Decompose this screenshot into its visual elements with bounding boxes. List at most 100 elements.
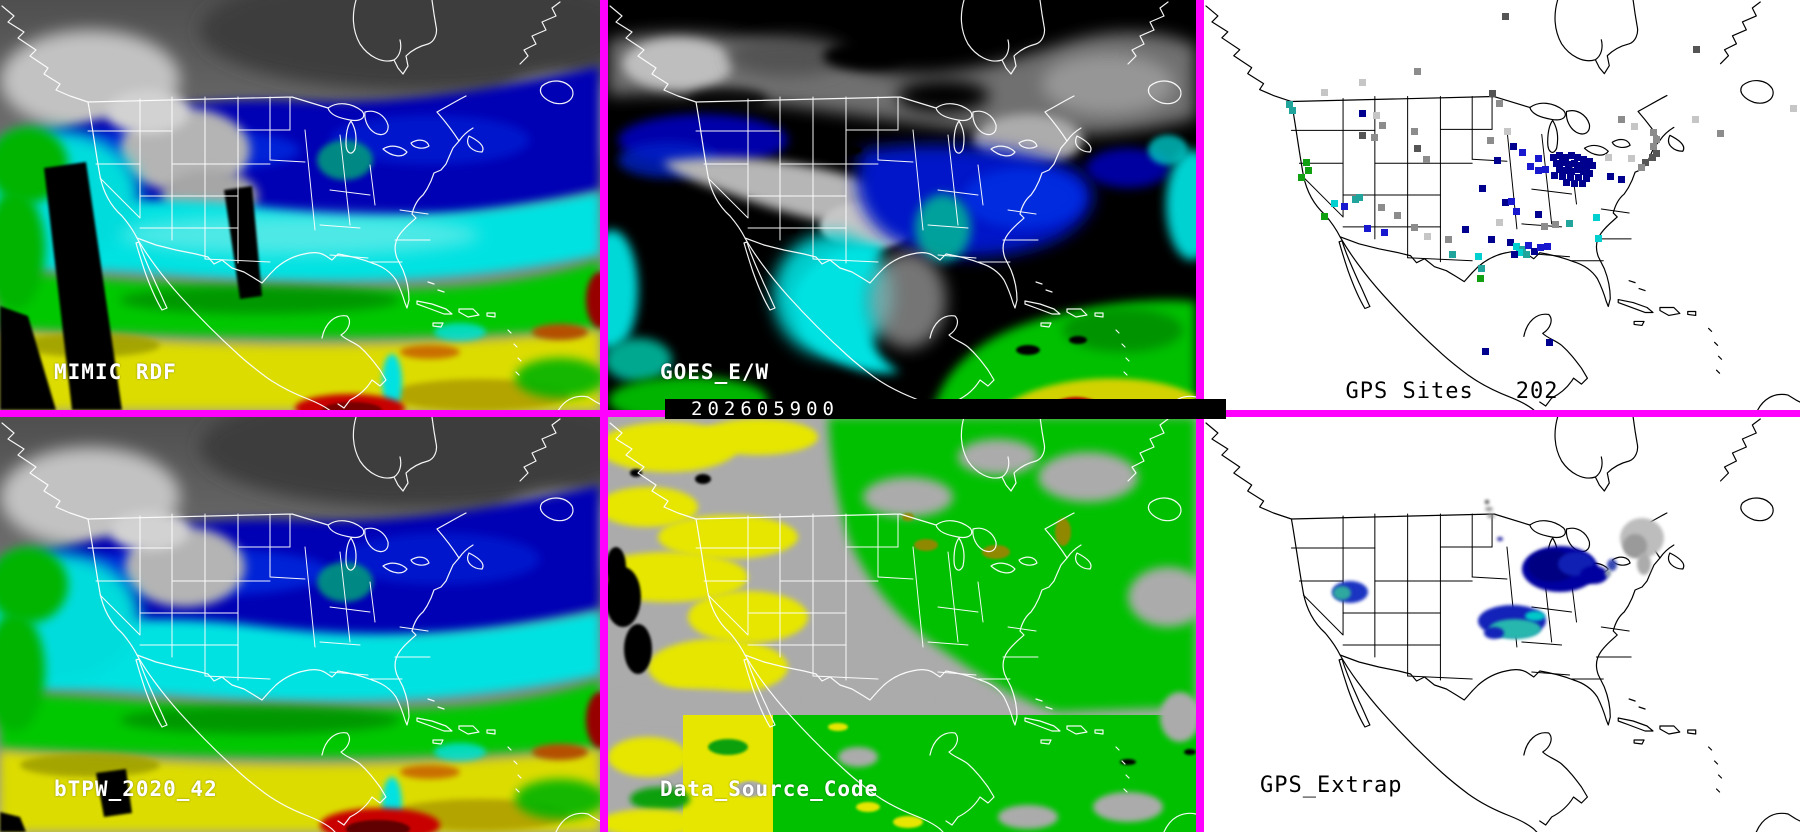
gps-extrap-blob — [1485, 507, 1493, 511]
gps-site-marker — [1605, 154, 1612, 161]
gps-site-marker — [1449, 251, 1456, 258]
gps-site-marker — [1568, 152, 1575, 159]
mimic-rdf-imagery — [0, 0, 600, 410]
gps-site-marker — [1502, 199, 1509, 206]
gps-site-marker — [1341, 203, 1348, 210]
gps-site-marker — [1575, 174, 1582, 181]
gps-sites-count: 202 — [1515, 379, 1559, 404]
gps-site-marker — [1567, 174, 1574, 181]
gps-extrap-blob — [1487, 514, 1495, 518]
gps-sites-label-text: GPS Sites — [1345, 379, 1474, 404]
gps-site-marker — [1571, 160, 1578, 167]
gps-site-marker — [1586, 170, 1593, 177]
gps-site-marker — [1508, 198, 1515, 205]
gps-site-marker — [1352, 196, 1359, 203]
gps-site-marker — [1321, 89, 1328, 96]
gps-site-marker — [1531, 248, 1538, 255]
gps-site-marker — [1394, 212, 1401, 219]
gps-site-marker — [1478, 265, 1485, 272]
gps-site-marker — [1653, 150, 1660, 157]
gps-site-marker — [1607, 173, 1614, 180]
gps-extrap-blobs — [1204, 417, 1800, 832]
gps-site-marker — [1356, 194, 1363, 201]
gps-site-marker — [1556, 152, 1563, 159]
gps-site-marker — [1642, 159, 1649, 166]
gps-site-marker — [1566, 220, 1573, 227]
gps-site-marker — [1790, 105, 1797, 112]
gps-site-marker — [1519, 149, 1526, 156]
btpw-label: bTPW_2020_42 — [54, 777, 218, 801]
panel-data-source-code: Data_Source_Code — [608, 417, 1196, 832]
btpw-imagery — [0, 417, 600, 832]
gps-site-marker — [1535, 155, 1542, 162]
gps-site-marker — [1559, 159, 1566, 166]
data-source-imagery — [608, 417, 1196, 832]
gps-site-marker — [1359, 79, 1366, 86]
timestamp-bar: 202605900 — [665, 398, 1226, 420]
gps-site-marker — [1371, 134, 1378, 141]
gps-site-marker — [1593, 214, 1600, 221]
gps-site-marker — [1414, 68, 1421, 75]
gps-site-marker — [1692, 116, 1699, 123]
gps-extrap-blob — [1485, 500, 1489, 504]
gps-site-marker — [1496, 219, 1503, 226]
gps-site-marker — [1494, 157, 1501, 164]
gps-site-marker — [1445, 236, 1452, 243]
gps-site-marker — [1571, 180, 1578, 187]
gps-site-marker — [1479, 185, 1486, 192]
gps-site-marker — [1717, 130, 1724, 137]
gps-site-marker — [1574, 154, 1581, 161]
gps-site-marker — [1537, 244, 1544, 251]
gps-sites-label: GPS Sites 202 — [1260, 354, 1558, 410]
gps-site-marker — [1628, 155, 1635, 162]
gps-site-marker — [1574, 166, 1581, 173]
gps-site-marker — [1381, 229, 1388, 236]
gps-site-marker — [1321, 213, 1328, 220]
gps-site-marker — [1305, 167, 1312, 174]
gps-site-marker — [1411, 224, 1418, 231]
panel-mimic-rdf: MIMIC RDF — [0, 0, 600, 410]
gps-site-marker — [1475, 253, 1482, 260]
timestamp-value: 202605900 — [691, 398, 839, 420]
gps-site-marker — [1649, 154, 1656, 161]
gps-site-marker — [1562, 167, 1569, 174]
gps-site-marker — [1502, 13, 1509, 20]
gps-site-marker — [1551, 172, 1558, 179]
gps-site-marker — [1580, 168, 1587, 175]
gps-site-marker — [1653, 136, 1660, 143]
gps-site-marker — [1462, 226, 1469, 233]
gps-site-marker — [1489, 90, 1496, 97]
gps-site-marker — [1477, 275, 1484, 282]
gps-extrap-blob — [1637, 553, 1651, 575]
gps-site-marker — [1298, 174, 1305, 181]
panel-gps-sites: GPS Sites 202 — [1204, 0, 1800, 410]
gps-extrap-blob — [1605, 569, 1611, 577]
gps-site-marker — [1424, 233, 1431, 240]
gps-site-marker — [1693, 46, 1700, 53]
gps-site-marker — [1414, 145, 1421, 152]
gps-site-marker — [1650, 129, 1657, 136]
gps-site-marker — [1364, 225, 1371, 232]
gps-site-marker — [1488, 236, 1495, 243]
gps-extrap-blob — [1525, 611, 1545, 621]
gps-site-marker — [1378, 204, 1385, 211]
gps-sites-markers — [1204, 0, 1800, 410]
gps-site-marker — [1580, 156, 1587, 163]
gps-site-marker — [1618, 116, 1625, 123]
gps-site-marker — [1589, 162, 1596, 169]
gps-site-marker — [1565, 161, 1572, 168]
gps-site-marker — [1595, 235, 1602, 242]
goes-ew-label: GOES_E/W — [660, 360, 770, 384]
panel-goes-ew: GOES_E/W — [608, 0, 1196, 410]
gps-site-marker — [1523, 251, 1530, 258]
gps-site-marker — [1513, 243, 1520, 250]
panel-gps-extrap: GPS_Extrap — [1204, 417, 1800, 832]
gps-site-marker — [1542, 166, 1549, 173]
panel-btpw: bTPW_2020_42 — [0, 417, 600, 832]
gps-site-marker — [1511, 251, 1518, 258]
gps-site-marker — [1379, 122, 1386, 129]
gps-site-marker — [1631, 123, 1638, 130]
gps-site-marker — [1286, 101, 1293, 108]
gps-site-marker — [1546, 339, 1553, 346]
gps-site-marker — [1507, 239, 1514, 246]
